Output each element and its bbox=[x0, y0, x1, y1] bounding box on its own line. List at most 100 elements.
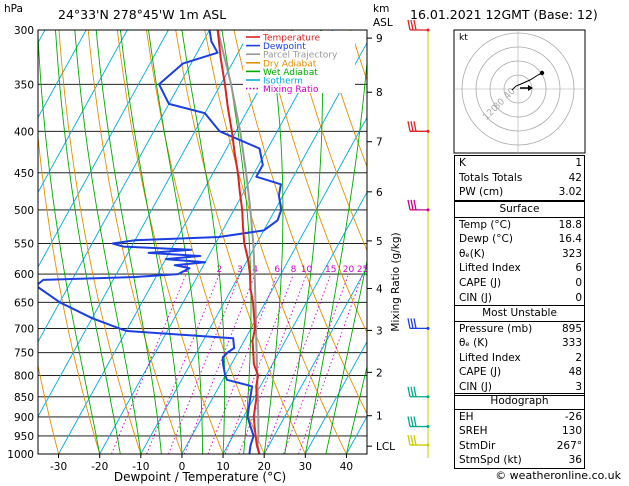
wind-barb-marker bbox=[426, 28, 430, 32]
wind-barb-feather bbox=[407, 318, 411, 329]
height-tick-label: 1 bbox=[376, 411, 383, 423]
pressure-tick-label: 600 bbox=[14, 269, 34, 281]
surface-theta-row: θₑ(K) 323 bbox=[459, 247, 582, 260]
height-tick-label: 2 bbox=[376, 367, 383, 379]
wet-adiabat-line bbox=[74, 30, 142, 454]
wind-barb-feather bbox=[410, 416, 414, 427]
hodograph-panel: Hodograph EH -26 SREH 130 StmDir 267° StmSp… bbox=[454, 393, 585, 469]
temperature-tick-label: -10 bbox=[132, 461, 149, 473]
dry-adiabat-line bbox=[175, 30, 306, 454]
wet-adiabat-line bbox=[263, 30, 284, 454]
wind-barb-feather bbox=[413, 434, 417, 446]
dry-adiabat-line bbox=[38, 132, 101, 454]
wind-barb-feather bbox=[407, 434, 411, 446]
wind-barb-feather bbox=[410, 19, 414, 31]
wind-barb-feather bbox=[410, 318, 414, 329]
precipitable-water-row: PW (cm) 3.02 bbox=[459, 186, 582, 199]
isotherm-line bbox=[304, 340, 367, 454]
isotherm-line bbox=[140, 41, 367, 454]
mixing-ratio-label: 10 bbox=[301, 265, 313, 275]
wind-barb-feather bbox=[413, 121, 417, 132]
wind-barb-feather bbox=[407, 121, 411, 132]
surface-title: Surface bbox=[455, 202, 584, 218]
isotherm-line bbox=[38, 30, 87, 119]
hodograph-frame bbox=[453, 29, 586, 154]
isotherm-line bbox=[0, 30, 4, 454]
x-axis-label: Dewpoint / Temperature (°C) bbox=[114, 470, 286, 484]
temperature-tick-label: 30 bbox=[299, 461, 312, 473]
wet-adiabat-line bbox=[119, 30, 183, 454]
isotherm-line bbox=[222, 191, 367, 454]
wind-barb-marker bbox=[426, 425, 430, 429]
height-tick-label: 4 bbox=[376, 283, 383, 295]
dewpoint-line bbox=[38, 30, 283, 454]
mixing-ratio-line bbox=[238, 273, 307, 454]
wet-adiabat-line bbox=[345, 364, 367, 454]
location-title: 24°33'N 278°45'W 1m ASL bbox=[58, 7, 226, 22]
stmspd-row: StmSpd (kt) 36 bbox=[459, 454, 582, 467]
hodograph-title: Hodograph bbox=[455, 394, 584, 410]
sreh-row: SREH 130 bbox=[459, 425, 582, 438]
height-tick-label: 7 bbox=[376, 137, 383, 149]
mixing-ratio-line bbox=[111, 273, 187, 454]
wind-barb-feather bbox=[413, 386, 417, 397]
wind-barb-marker bbox=[426, 395, 430, 399]
isotherm-line bbox=[58, 30, 293, 454]
mixing-ratio-line bbox=[224, 273, 294, 454]
surface-cin-row: CIN (J) 0 bbox=[459, 291, 582, 304]
wind-barb-marker bbox=[426, 326, 430, 330]
parcel-trajectory-line bbox=[216, 30, 261, 454]
dry-adiabat-line bbox=[262, 30, 367, 334]
temperature-tick-label: 0 bbox=[179, 461, 186, 473]
isotherm-line bbox=[181, 116, 367, 454]
dry-adiabat-line bbox=[320, 30, 367, 168]
mixing-ratio-line bbox=[184, 273, 256, 454]
dry-adiabat-line bbox=[204, 30, 347, 454]
pressure-tick-label: 550 bbox=[14, 238, 34, 250]
pressure-tick-label: 700 bbox=[14, 323, 34, 335]
surface-dewp-row: Dewp (°C) 16.4 bbox=[459, 233, 582, 246]
most-unstable-title: Most Unstable bbox=[455, 306, 584, 322]
legend-label: Wet Adiabat bbox=[263, 68, 318, 78]
mu-cape-row: CAPE (J) 48 bbox=[459, 366, 582, 379]
wind-barb-marker bbox=[426, 443, 430, 447]
isotherm-line bbox=[99, 30, 334, 454]
km-label: km bbox=[373, 3, 389, 15]
wind-barb-feather bbox=[407, 416, 411, 427]
wet-adiabat-line bbox=[95, 30, 162, 454]
isotherm-line bbox=[38, 30, 128, 194]
hodograph-end-marker bbox=[539, 70, 545, 76]
mixing-ratio-label: 25 bbox=[357, 265, 368, 275]
pressure-tick-label: 900 bbox=[14, 412, 34, 424]
asl-label: ASL bbox=[373, 17, 393, 29]
mu-cin-row: CIN (J) 3 bbox=[459, 380, 582, 393]
datetime-stamp: 16.01.2021 12GMT (Base: 12) bbox=[410, 7, 598, 22]
wind-barb-feather bbox=[410, 434, 414, 446]
mixing-ratio-line bbox=[283, 273, 349, 454]
height-tick-label: 6 bbox=[376, 187, 383, 199]
mixing-ratio-label: 20 bbox=[343, 265, 355, 275]
dry-adiabat-line bbox=[291, 30, 367, 252]
dry-adiabat-line bbox=[116, 30, 224, 454]
temperature-tick-label: -20 bbox=[91, 461, 108, 473]
wet-adiabat-line bbox=[55, 30, 121, 454]
hpa-label: hPa bbox=[4, 3, 23, 15]
wind-barb-feather bbox=[410, 386, 414, 397]
temperature-line bbox=[216, 30, 261, 454]
pressure-tick-label: 1000 bbox=[7, 449, 34, 461]
wet-adiabat-line bbox=[221, 30, 252, 454]
wet-adiabat-line bbox=[181, 30, 226, 454]
pressure-tick-label: 650 bbox=[14, 297, 34, 309]
wind-barb-marker bbox=[426, 208, 430, 212]
pressure-tick-label: 450 bbox=[14, 168, 34, 180]
pressure-tick-label: 800 bbox=[14, 370, 34, 382]
dry-adiabat-line bbox=[233, 30, 367, 415]
legend-label: Dry Adiabat bbox=[263, 59, 317, 69]
mu-theta-row: θₑ (K) 333 bbox=[459, 337, 582, 350]
wind-barb-feather bbox=[413, 19, 417, 31]
wet-adiabat-line bbox=[38, 30, 101, 454]
mixing-ratio-label: 8 bbox=[291, 265, 297, 275]
pressure-tick-label: 350 bbox=[14, 79, 34, 91]
